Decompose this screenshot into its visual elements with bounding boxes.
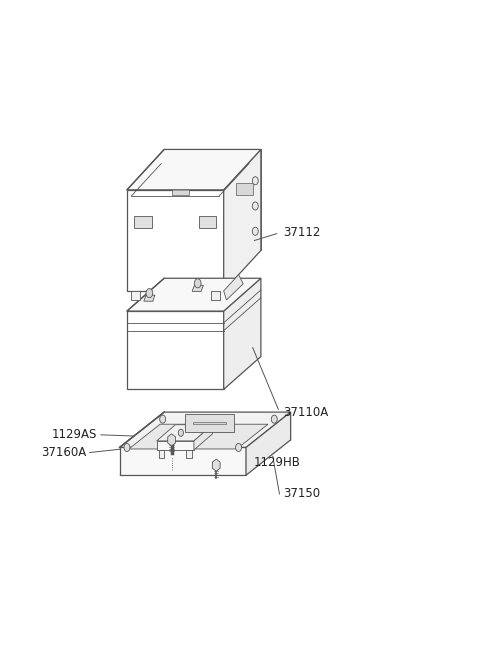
Polygon shape (168, 434, 176, 446)
Circle shape (252, 202, 258, 210)
Polygon shape (120, 412, 290, 447)
Polygon shape (194, 424, 213, 450)
Polygon shape (192, 422, 226, 424)
Polygon shape (127, 150, 261, 190)
Circle shape (252, 176, 258, 185)
Polygon shape (246, 412, 290, 475)
Polygon shape (120, 447, 246, 475)
Polygon shape (172, 183, 189, 195)
Polygon shape (224, 275, 243, 300)
Text: 1129HB: 1129HB (253, 456, 300, 469)
Polygon shape (127, 278, 261, 311)
Circle shape (236, 443, 241, 451)
Polygon shape (224, 150, 261, 291)
Text: 37150: 37150 (283, 487, 320, 501)
Polygon shape (192, 285, 204, 291)
Circle shape (252, 227, 258, 236)
Polygon shape (127, 311, 224, 390)
Polygon shape (131, 291, 140, 300)
Polygon shape (211, 291, 220, 300)
Polygon shape (158, 450, 164, 458)
Circle shape (160, 415, 166, 423)
Text: 37112: 37112 (283, 226, 321, 239)
Polygon shape (224, 278, 261, 390)
Polygon shape (212, 459, 220, 471)
Circle shape (271, 415, 277, 423)
Polygon shape (164, 150, 261, 251)
Text: 37160A: 37160A (41, 446, 86, 459)
Polygon shape (236, 183, 253, 195)
Circle shape (146, 289, 153, 298)
Polygon shape (156, 424, 213, 441)
Circle shape (124, 443, 130, 451)
Polygon shape (127, 190, 224, 291)
Polygon shape (129, 424, 268, 449)
Polygon shape (144, 295, 155, 301)
Polygon shape (186, 450, 192, 458)
Polygon shape (134, 216, 152, 228)
Text: 37110A: 37110A (283, 405, 328, 419)
Text: 1129AS: 1129AS (52, 428, 97, 441)
Polygon shape (185, 414, 233, 432)
Polygon shape (156, 441, 194, 450)
Circle shape (178, 429, 183, 436)
Polygon shape (199, 216, 216, 228)
Circle shape (194, 279, 201, 288)
